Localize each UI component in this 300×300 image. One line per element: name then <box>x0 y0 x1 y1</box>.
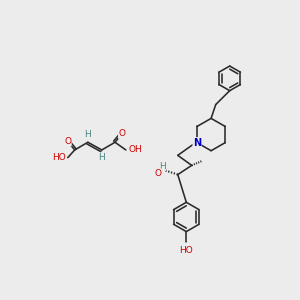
Text: N: N <box>193 138 201 148</box>
Text: H: H <box>85 130 91 139</box>
Text: OH: OH <box>128 146 142 154</box>
Text: O: O <box>118 129 125 138</box>
Text: HO: HO <box>179 246 193 255</box>
Text: O: O <box>64 137 71 146</box>
Text: H: H <box>98 153 105 162</box>
Text: HO: HO <box>52 153 65 162</box>
Text: O: O <box>154 169 161 178</box>
Text: H: H <box>159 162 166 171</box>
